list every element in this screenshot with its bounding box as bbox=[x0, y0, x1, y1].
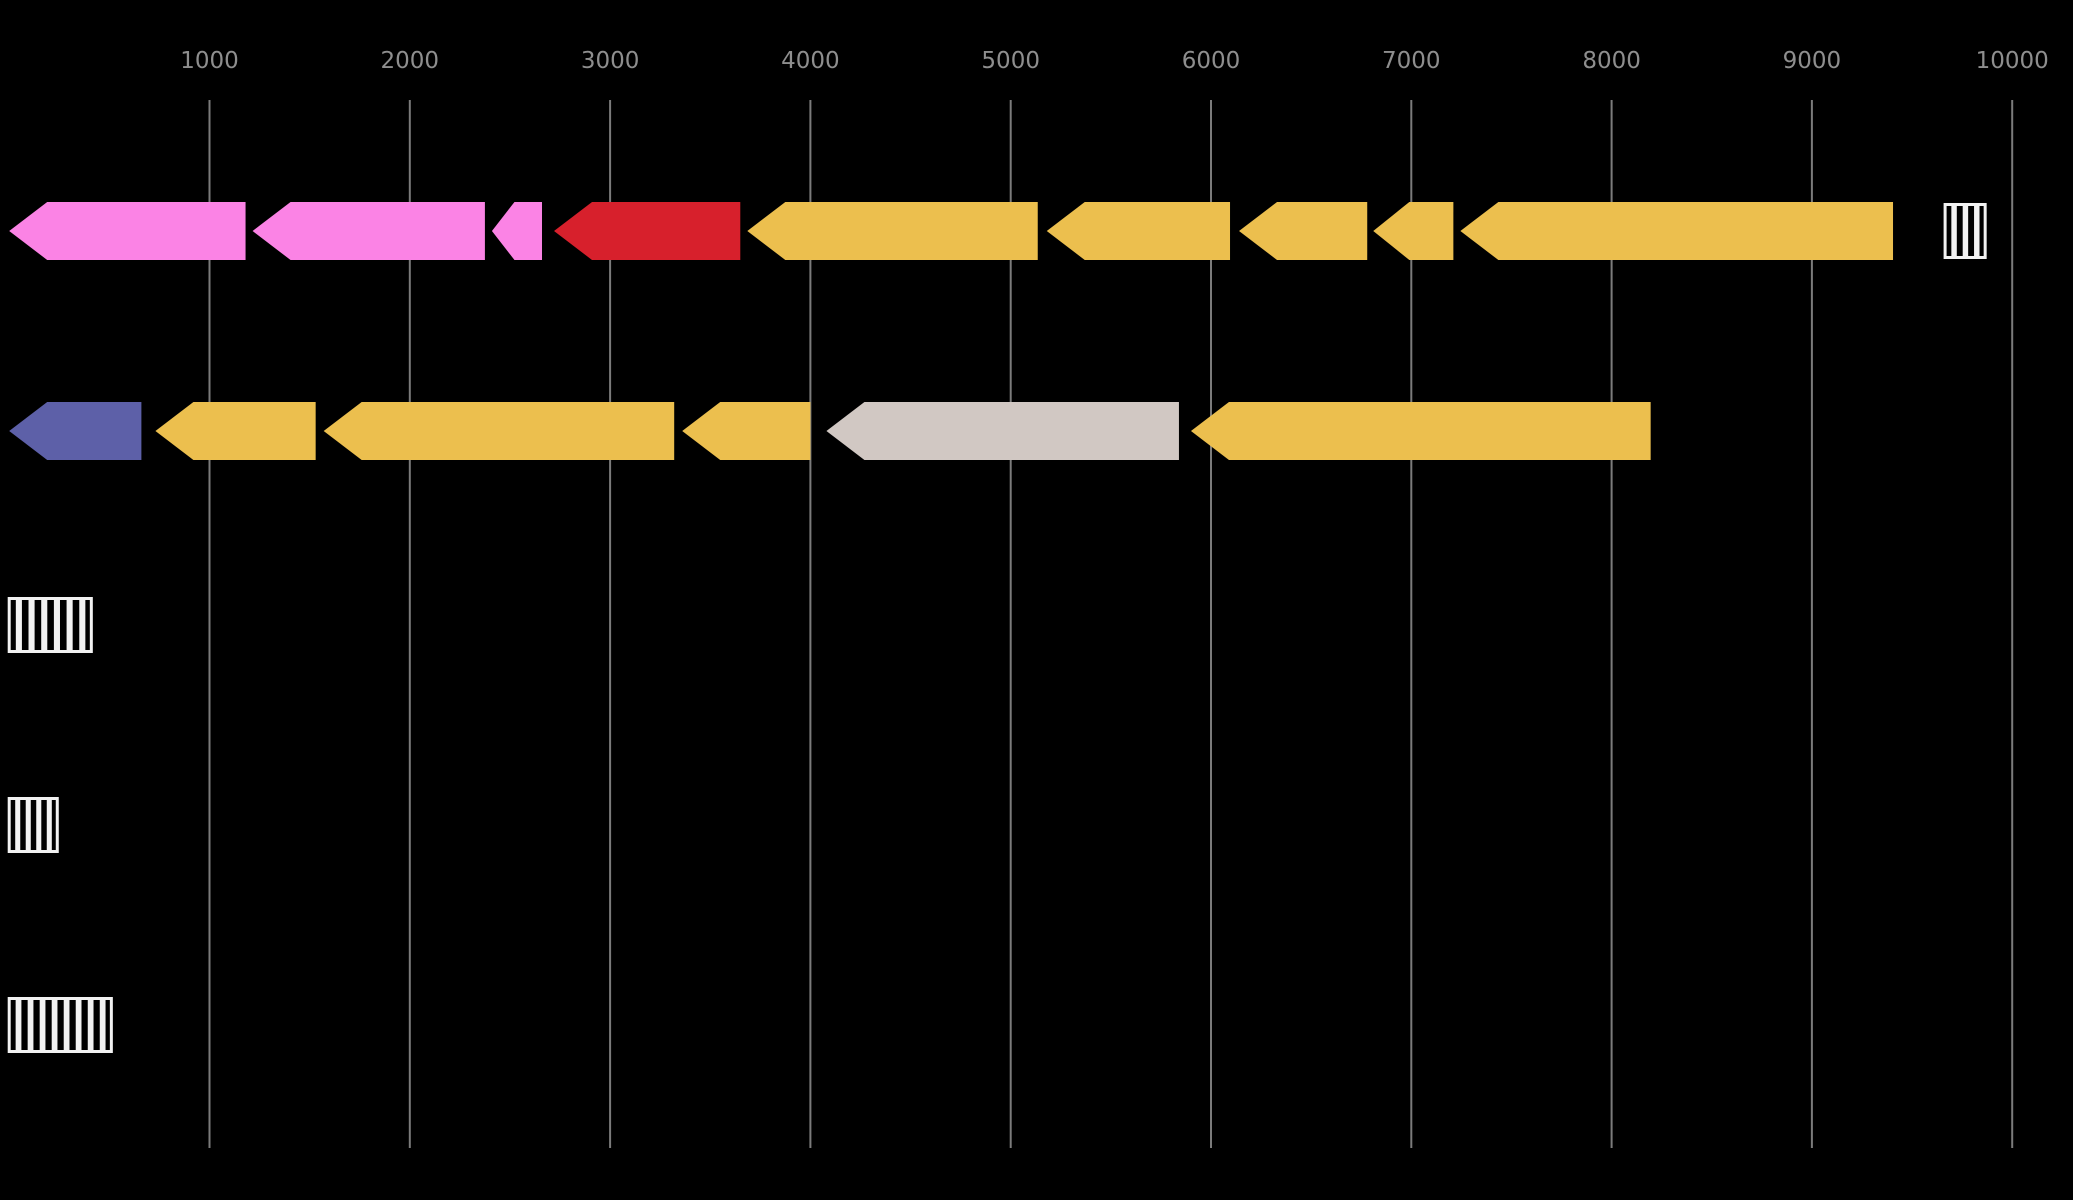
hatched-feature-stripe bbox=[15, 1000, 22, 1050]
gene-arrow-gold bbox=[1373, 202, 1454, 260]
hatched-feature-stripe bbox=[79, 600, 86, 650]
gene-arrow-gray bbox=[826, 402, 1179, 460]
hatched-feature bbox=[7, 797, 59, 853]
hatched-feature-stripe bbox=[66, 600, 73, 650]
hatched-feature-stripe bbox=[39, 1000, 46, 1050]
gene-arrow-gold bbox=[682, 402, 811, 460]
gene-arrow-gold bbox=[323, 402, 675, 460]
hatched-feature-stripe bbox=[1962, 206, 1969, 256]
gene-arrow-gold bbox=[1460, 202, 1894, 260]
hatched-feature bbox=[1943, 203, 1987, 259]
axis-tick-label: 6000 bbox=[1182, 48, 1241, 74]
gene-arrow-gold bbox=[1190, 402, 1651, 460]
axis-tick-labels: 1000 2000 3000 4000 5000 6000 7000 8000 9000 1000… bbox=[180, 48, 2049, 74]
gene-arrow-pink bbox=[491, 202, 542, 260]
hatched-feature-stripe bbox=[15, 800, 21, 850]
hatched-feature-stripe bbox=[1974, 206, 1980, 256]
hatched-feature-stripe bbox=[99, 1000, 106, 1050]
hatched-feature-stripe bbox=[28, 600, 35, 650]
track-2 bbox=[9, 402, 1651, 460]
hatched-feature-frame bbox=[7, 997, 113, 1053]
hatched-feature-stripe bbox=[15, 600, 22, 650]
hatched-feature-frame bbox=[7, 597, 93, 653]
gene-arrow-gold bbox=[1239, 202, 1368, 260]
gene-arrow-purple bbox=[9, 402, 142, 460]
axis-tick-label: 2000 bbox=[381, 48, 440, 74]
gene-arrow-gold bbox=[155, 402, 316, 460]
axis-tick-label: 10000 bbox=[1976, 48, 2049, 74]
hatched-feature-stripe bbox=[53, 600, 60, 650]
hatched-feature-stripe bbox=[75, 1000, 82, 1050]
axis-tick-label: 9000 bbox=[1783, 48, 1842, 74]
hatched-feature-stripe bbox=[1951, 206, 1957, 256]
hatched-feature-stripe bbox=[41, 600, 48, 650]
axis-tick-label: 1000 bbox=[180, 48, 239, 74]
gene-arrow-red bbox=[554, 202, 741, 260]
axis-tick-label: 4000 bbox=[781, 48, 840, 74]
gene-arrow-pink bbox=[9, 202, 246, 260]
hatched-feature-stripe bbox=[36, 800, 42, 850]
hatched-feature-stripe bbox=[63, 1000, 70, 1050]
hatched-feature-stripe bbox=[27, 1000, 34, 1050]
gene-arrow-gold bbox=[747, 202, 1038, 260]
axis-tick-label: 8000 bbox=[1582, 48, 1641, 74]
gene-arrow-gold bbox=[1046, 202, 1231, 260]
track-4 bbox=[7, 797, 59, 853]
hatched-feature bbox=[7, 997, 113, 1053]
track-5 bbox=[7, 997, 113, 1053]
hatched-feature-stripe bbox=[87, 1000, 94, 1050]
axis-tick-label: 7000 bbox=[1382, 48, 1441, 74]
hatched-feature-stripe bbox=[51, 1000, 58, 1050]
gene-arrow-pink bbox=[252, 202, 485, 260]
track-1 bbox=[9, 202, 1987, 260]
hatched-feature-stripe bbox=[25, 800, 31, 850]
track-3 bbox=[7, 597, 93, 653]
axis-tick-label: 3000 bbox=[581, 48, 640, 74]
axis-tick-label: 5000 bbox=[981, 48, 1040, 74]
gridlines-group bbox=[208, 100, 2014, 1148]
hatched-feature-stripe bbox=[46, 800, 52, 850]
hatched-feature bbox=[7, 597, 93, 653]
